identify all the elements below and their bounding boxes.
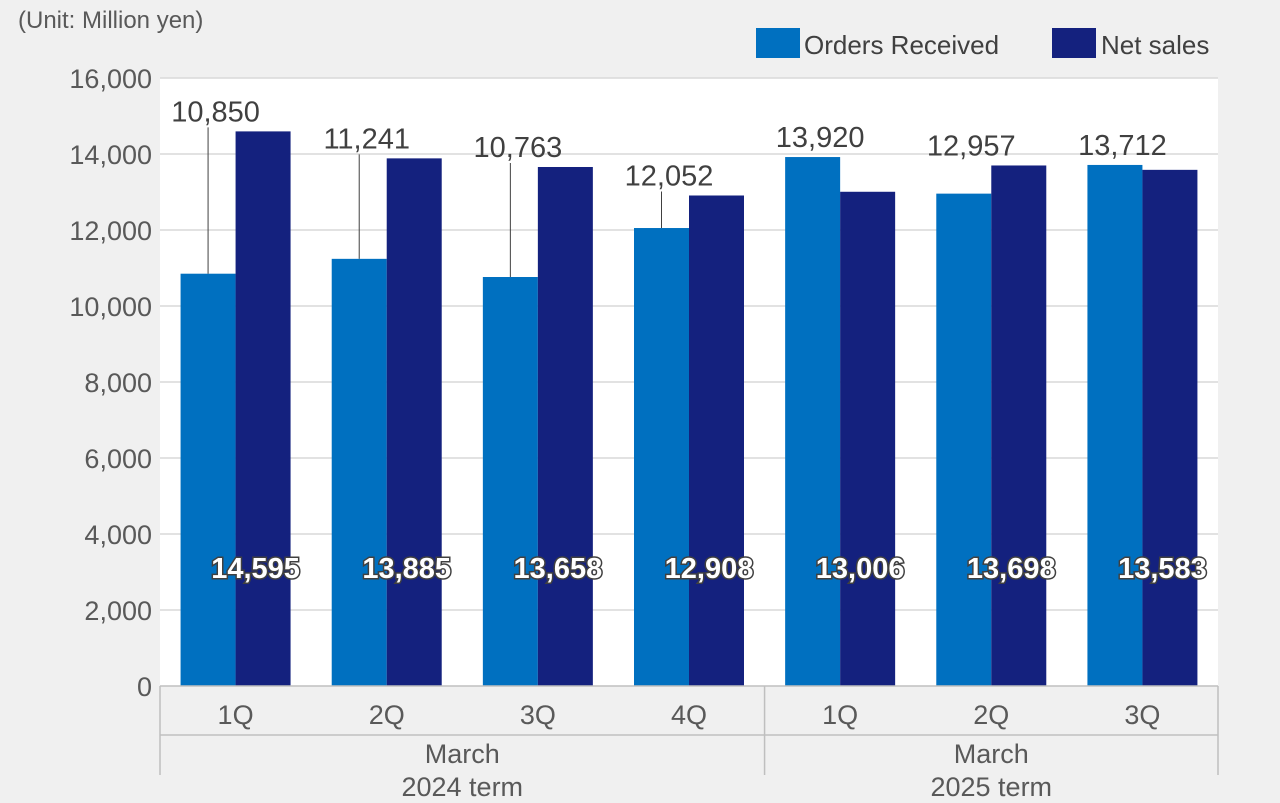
y-tick-label: 2,000 [84,596,152,626]
bars [180,131,1198,687]
data-label-orders-received: 10,850 [171,96,260,128]
x-tick-label: 1Q [822,700,858,730]
x-tick-label: 2Q [973,700,1009,730]
y-tick-label: 10,000 [69,292,152,322]
bar-net-sales [537,166,593,687]
data-label-net-sales: 13,006 [816,553,905,585]
data-label-net-sales: 12,908 [665,553,754,585]
legend-label-sales: Net sales [1101,30,1209,60]
bar-net-sales [991,165,1047,686]
x-tick-label: 2Q [369,700,405,730]
bar-net-sales [386,158,442,686]
bar-orders-received [634,228,689,687]
x-tick-label: 1Q [218,700,254,730]
y-tick-label: 12,000 [69,216,152,246]
x-tick-label: 3Q [520,700,556,730]
y-tick-label: 14,000 [69,140,152,170]
legend-swatch-orders [756,28,800,58]
y-tick-label: 0 [137,672,152,702]
bar-net-sales [235,131,291,686]
y-tick-label: 6,000 [84,444,152,474]
data-labels: 10,850 14,595 11,241 13,885 10,763 13,658 12,0… [171,96,1208,586]
y-axis: 0 2,000 4,000 6,000 8,000 10,000 12,000 14,000 1… [69,64,152,702]
data-label-net-sales: 13,658 [514,553,603,585]
bar-orders-received [1087,164,1143,687]
x-tick-label: 4Q [671,700,707,730]
group-label-line1: March [425,739,500,769]
legend-swatch-sales [1052,28,1096,58]
data-label-net-sales: 13,583 [1118,553,1207,585]
data-label-orders-received: 12,052 [625,160,714,192]
y-tick-label: 8,000 [84,368,152,398]
data-label-orders-received: 11,241 [323,123,410,155]
legend-label-orders: Orders Received [804,30,999,60]
bar-orders-received [331,258,387,686]
bar-orders-received [180,273,236,686]
legend: Orders Received Net sales [756,28,1209,60]
data-label-net-sales: 13,885 [362,553,451,585]
data-label-orders-received: 10,763 [474,132,563,164]
data-label-net-sales: 13,698 [967,553,1056,585]
data-label-net-sales: 14,595 [211,553,300,585]
bar-orders-received [936,193,992,686]
unit-label: (Unit: Million yen) [18,7,203,34]
x-tick-label: 3Q [1124,700,1160,730]
data-label-orders-received: 13,920 [776,122,865,154]
group-label-line2: 2024 term [401,772,523,802]
bar-net-sales [1142,169,1198,686]
y-tick-label: 16,000 [69,64,152,94]
group-label-line1: March [954,739,1029,769]
bar-net-sales [689,195,744,686]
data-label-orders-received: 13,712 [1078,130,1167,162]
bar-net-sales [840,191,896,686]
bar-orders-received [785,157,841,687]
data-label-orders-received: 12,957 [927,130,1016,162]
bar-orders-received [482,277,538,686]
y-tick-label: 4,000 [84,520,152,550]
group-label-line2: 2025 term [930,772,1052,802]
